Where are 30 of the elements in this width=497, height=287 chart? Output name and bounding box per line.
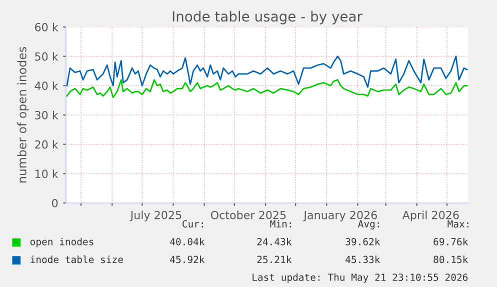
x-tick-label: April 2026 bbox=[402, 210, 459, 222]
legend-label: inode table size bbox=[30, 256, 123, 264]
text: 80.15k bbox=[434, 256, 468, 264]
text: 69.76k bbox=[434, 238, 468, 246]
legend-label: open inodes bbox=[30, 238, 94, 248]
text: Max: bbox=[448, 220, 468, 228]
text: 45.33k bbox=[346, 256, 380, 264]
text: Cur: bbox=[182, 220, 203, 228]
text: 45.92k bbox=[170, 256, 205, 264]
text: 40.04k bbox=[170, 238, 205, 246]
y-tick-label: 0 bbox=[52, 198, 58, 208]
x-tick-label: October 2025 bbox=[210, 210, 286, 220]
y-tick-label: 10 k bbox=[35, 169, 58, 178]
text: 24.43k bbox=[257, 238, 292, 246]
y-tick-label: 60 k bbox=[35, 22, 58, 32]
text: 25.21k bbox=[257, 256, 292, 264]
line-series bbox=[66, 56, 468, 88]
y-tick-label: 50 k bbox=[35, 52, 58, 61]
text: Avg: bbox=[358, 220, 379, 230]
y-tick-label: 20 k bbox=[35, 140, 58, 149]
text: Last update: Thu May 21 23:10:55 2026 bbox=[252, 273, 468, 283]
x-tick-label: July 2025 bbox=[130, 210, 182, 222]
y-tick-label: 30 k bbox=[35, 110, 58, 120]
x-tick-label: January 2026 bbox=[303, 210, 377, 222]
y-tick-label: 40 k bbox=[34, 81, 58, 90]
text: 39.62k bbox=[346, 238, 380, 246]
line-series bbox=[66, 79, 468, 98]
y-axis-title: number of open inodes bbox=[17, 47, 29, 182]
text: Min: bbox=[270, 220, 291, 228]
chart-title: Inode table usage - by year bbox=[172, 10, 362, 24]
